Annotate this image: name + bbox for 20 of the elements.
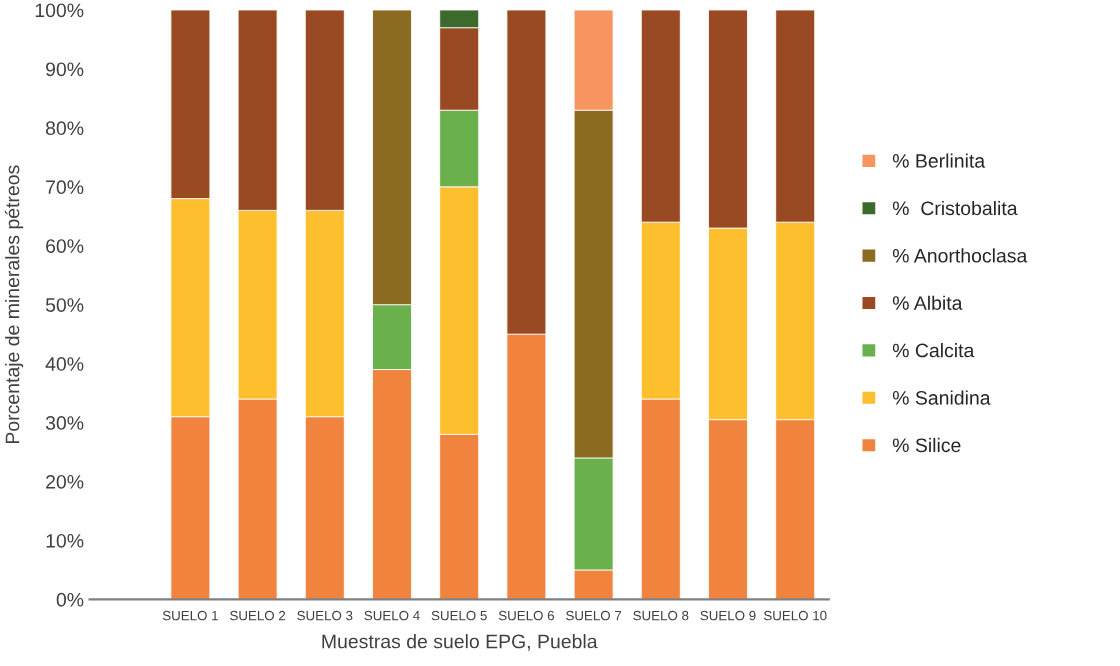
y-tick-label: 100% [35,3,84,18]
y-tick-label: 20% [46,474,84,489]
y-tick-label: 0% [56,592,84,607]
legend-label: % Berlinita [892,153,986,168]
y-tick-label: 70% [46,180,84,195]
y-tick-label: 80% [45,121,84,136]
y-tick-label: 60% [46,239,84,253]
legend-label: % Silice [892,437,961,453]
legend-label: % Anorthoclasa [892,248,1028,263]
y-tick-label: 10% [46,533,84,548]
y-tick-label: 40% [45,357,84,371]
y-tick-label: 90% [46,62,84,77]
legend-label: % Albita [892,295,963,310]
y-tick-label: 50% [45,298,84,312]
legend-label: % Sanidina [892,390,991,405]
y-tick-label: 30% [45,416,84,430]
y-axis-title: Porcentaje de minerales pétreos [4,165,24,444]
x-axis-title: Muestras de suelo EPG, Puebla [322,634,598,651]
legend-label: % Calcita [892,343,975,358]
legend-label: % Cristobalita [892,200,1018,216]
